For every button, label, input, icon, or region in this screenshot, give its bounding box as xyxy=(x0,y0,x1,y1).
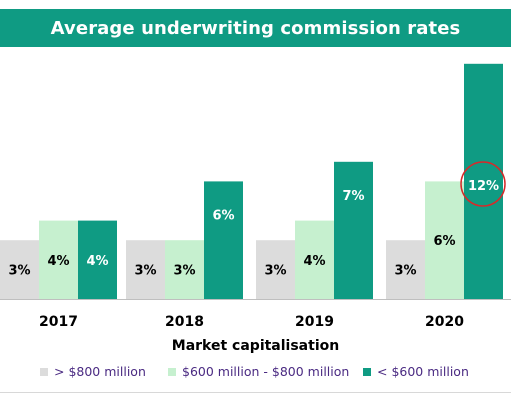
chart-title-bar: Average underwriting commission rates xyxy=(0,9,511,47)
bar-mid-cap-2020 xyxy=(425,181,464,299)
highlight-circle xyxy=(460,161,506,207)
bar-mid-cap-2019 xyxy=(295,220,334,299)
bar-small-cap-2019 xyxy=(334,161,373,299)
category-label-2019: 2019 xyxy=(295,314,334,330)
category-labels-layer: 2017 2018 2019 2020 xyxy=(39,314,464,330)
value-label-large-cap-2019: 3% xyxy=(264,264,286,279)
value-labels-layer: 3% 4% 4% 3% 3% 6% 3% 4% 7% 3% 6% 12% xyxy=(8,179,499,279)
bars-layer xyxy=(0,63,511,300)
value-label-small-cap-2018: 6% xyxy=(212,208,234,223)
chart-title: Average underwriting commission rates xyxy=(50,17,461,39)
value-label-mid-cap-2019: 4% xyxy=(303,254,325,269)
legend-swatch-small-cap xyxy=(363,367,371,376)
value-label-large-cap-2020: 3% xyxy=(394,264,416,279)
annotation-layer xyxy=(460,161,506,207)
legend-swatch-mid-cap xyxy=(168,367,176,376)
bar-small-cap-2018 xyxy=(204,181,243,299)
value-label-small-cap-2017: 4% xyxy=(86,254,108,269)
value-label-mid-cap-2020: 6% xyxy=(433,234,455,249)
bar-mid-cap-2018 xyxy=(165,240,204,299)
bar-large-cap-2019 xyxy=(256,240,295,299)
legend-item-large-cap: > $800 million xyxy=(40,364,146,379)
bar-small-cap-2017 xyxy=(78,220,117,299)
legend-swatch-large-cap xyxy=(40,367,48,376)
value-label-small-cap-2019: 7% xyxy=(342,189,364,204)
bar-large-cap-2017 xyxy=(0,240,39,299)
bar-small-cap-2020 xyxy=(464,63,503,299)
bar-large-cap-2020 xyxy=(386,240,425,299)
category-label-2018: 2018 xyxy=(165,314,204,330)
bar-large-cap-2018 xyxy=(126,240,165,299)
bar-chart: 3%4% 4%3% 3%6%3%4%7%3%6%12% 2017 2018 2019 20… xyxy=(0,63,511,330)
legend-item-mid-cap: $600 million - $800 million xyxy=(168,364,349,379)
value-label-large-cap-2018: 3% xyxy=(134,264,156,279)
legend-label-mid-cap: $600 million - $800 million xyxy=(182,364,350,379)
legend-label-small-cap: < $600 million xyxy=(377,364,469,379)
value-label-mid-cap-2017: 4% xyxy=(47,254,69,269)
bottom-divider xyxy=(0,392,511,393)
bar-mid-cap-2017 xyxy=(39,220,78,299)
legend-label-large-cap: > $800 million xyxy=(54,364,146,379)
legend-item-small-cap: < $600 million xyxy=(363,364,469,379)
legend: > $800 million $600 million - $800 milli… xyxy=(0,364,511,380)
category-label-2020: 2020 xyxy=(425,314,464,330)
category-label-2017: 2017 xyxy=(39,314,78,330)
value-label-small-cap-2020: 12% xyxy=(468,179,499,194)
value-label-large-cap-2017: 3% xyxy=(8,264,30,279)
x-axis-label: Market capitalisation xyxy=(171,338,340,354)
value-label-mid-cap-2018: 3% xyxy=(173,264,195,279)
